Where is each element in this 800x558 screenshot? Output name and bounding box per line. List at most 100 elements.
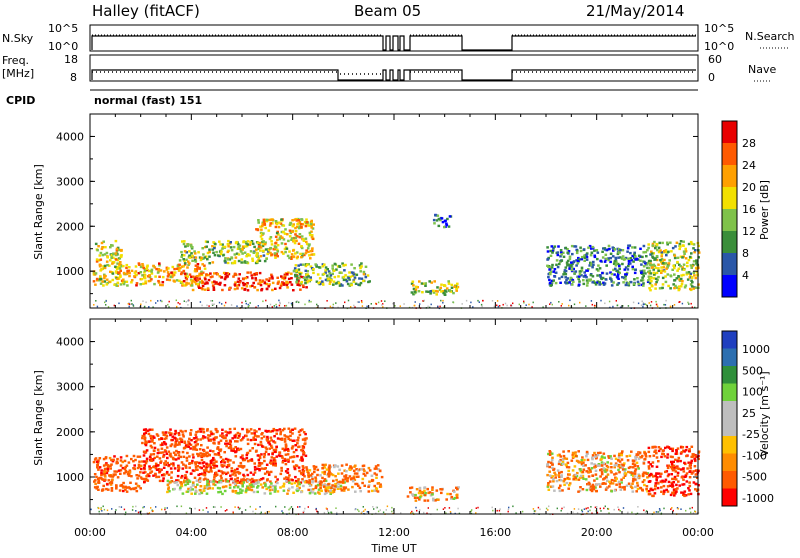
velocity-echo-cell [641,480,645,484]
velocity-echo-cell [125,454,129,458]
noise-speckle [644,511,647,513]
velocity-echo-cell [319,486,322,490]
velocity-echo-cell [633,472,637,475]
power-echo-cell [290,253,294,256]
velocity-echo-cell [631,462,635,466]
power-echo-cell [254,261,258,265]
velocity-echo-cell [446,492,449,496]
velocity-echo-cell [673,475,677,479]
power-echo-cell [648,282,652,285]
velocity-echo-cell [420,490,423,494]
velocity-echo-cell [95,460,99,463]
power-echo-cell [549,254,553,257]
power-echo-cell [180,255,183,258]
power-echo-cell [673,266,676,270]
noise-speckle [144,305,146,308]
velocity-echo-cell [119,484,122,487]
power-echo-cell [203,276,207,280]
velocity-echo-cell [241,465,244,469]
power-echo-cell [101,280,104,283]
power-echo-cell [114,270,118,273]
power-echo-cell [147,269,151,273]
velocity-echo-cell [355,482,359,486]
velocity-echo-cell [194,461,197,464]
y-tick-label: 4000 [56,336,84,349]
velocity-echo-cell [200,444,203,447]
power-echo-cell [618,267,621,271]
power-echo-cell [612,281,615,284]
power-echo-cell [569,265,573,268]
velocity-echo-cell [647,450,651,454]
power-echo-cell [679,277,683,281]
power-echo-cell [690,285,694,288]
velocity-echo-cell [627,470,630,474]
velocity-echo-cell [618,483,621,486]
power-echo-cell [249,241,252,244]
noise-speckle [655,303,658,306]
power-echo-cell [354,282,358,285]
noise-speckle [568,304,570,307]
velocity-echo-cell [344,476,348,479]
power-echo-cell [328,278,332,281]
power-echo-cell [133,275,136,278]
velocity-echo-cell [233,486,236,489]
velocity-echo-cell [624,472,627,475]
power-echo-cell [598,281,601,284]
velocity-echo-cell [339,481,343,484]
velocity-echo-cell [550,458,554,462]
velocity-echo-cell [558,453,561,456]
velocity-echo-cell [213,483,217,487]
velocity-echo-cell [294,444,297,447]
power-echo-cell [181,283,185,286]
velocity-echo-cell [213,458,216,462]
velocity-echo-cell [260,467,264,470]
power-echo-cell [305,218,308,221]
power-echo-cell [287,239,290,243]
power-echo-cell [180,280,184,284]
power-echo-cell [344,278,348,281]
velocity-echo-cell [177,457,180,460]
power-echo-cell [259,249,262,252]
noise-speckle [426,512,428,515]
velocity-echo-cell [133,467,136,470]
velocity-echo-cell [286,458,289,461]
velocity-echo-cell [327,475,331,478]
power-echo-cell [269,251,272,255]
power-echo-cell [443,293,447,296]
velocity-echo-cell [223,451,226,454]
velocity-echo-cell [449,492,452,496]
velocity-echo-cell [379,483,382,486]
power-echo-cell [116,267,119,271]
power-echo-cell [560,275,564,279]
velocity-echo-cell [161,479,165,483]
noise-speckle [545,507,548,510]
velocity-echo-cell [226,460,230,463]
velocity-echo-cell [189,489,192,492]
power-echo-cell [194,256,198,259]
velocity-echo-cell [551,463,554,466]
velocity-echo-cell [558,471,561,475]
velocity-echo-cell [110,489,114,492]
power-echo-cell [101,267,104,271]
power-echo-cell [602,283,606,286]
noise-speckle [685,509,687,512]
colorbar-swatch [722,488,737,506]
power-echo-cell [679,265,682,268]
velocity-echo-cell [184,474,187,477]
power-echo-cell [257,256,261,260]
power-echo-cell [200,256,203,259]
freq-tick-bottom: 8 [70,71,77,84]
velocity-echo-cell [173,436,176,439]
velocity-echo-cell [575,454,578,458]
velocity-echo-cell [548,465,551,469]
noise-speckle [281,510,283,512]
velocity-echo-cell [610,457,613,460]
velocity-echo-cell [180,474,184,478]
power-echo-cell [185,272,188,276]
noise-speckle [427,305,429,308]
velocity-echo-cell [215,460,218,463]
power-echo-cell [309,278,313,282]
noise-speckle [357,508,359,511]
power-echo-cell [597,264,600,267]
power-echo-cell [307,263,310,266]
